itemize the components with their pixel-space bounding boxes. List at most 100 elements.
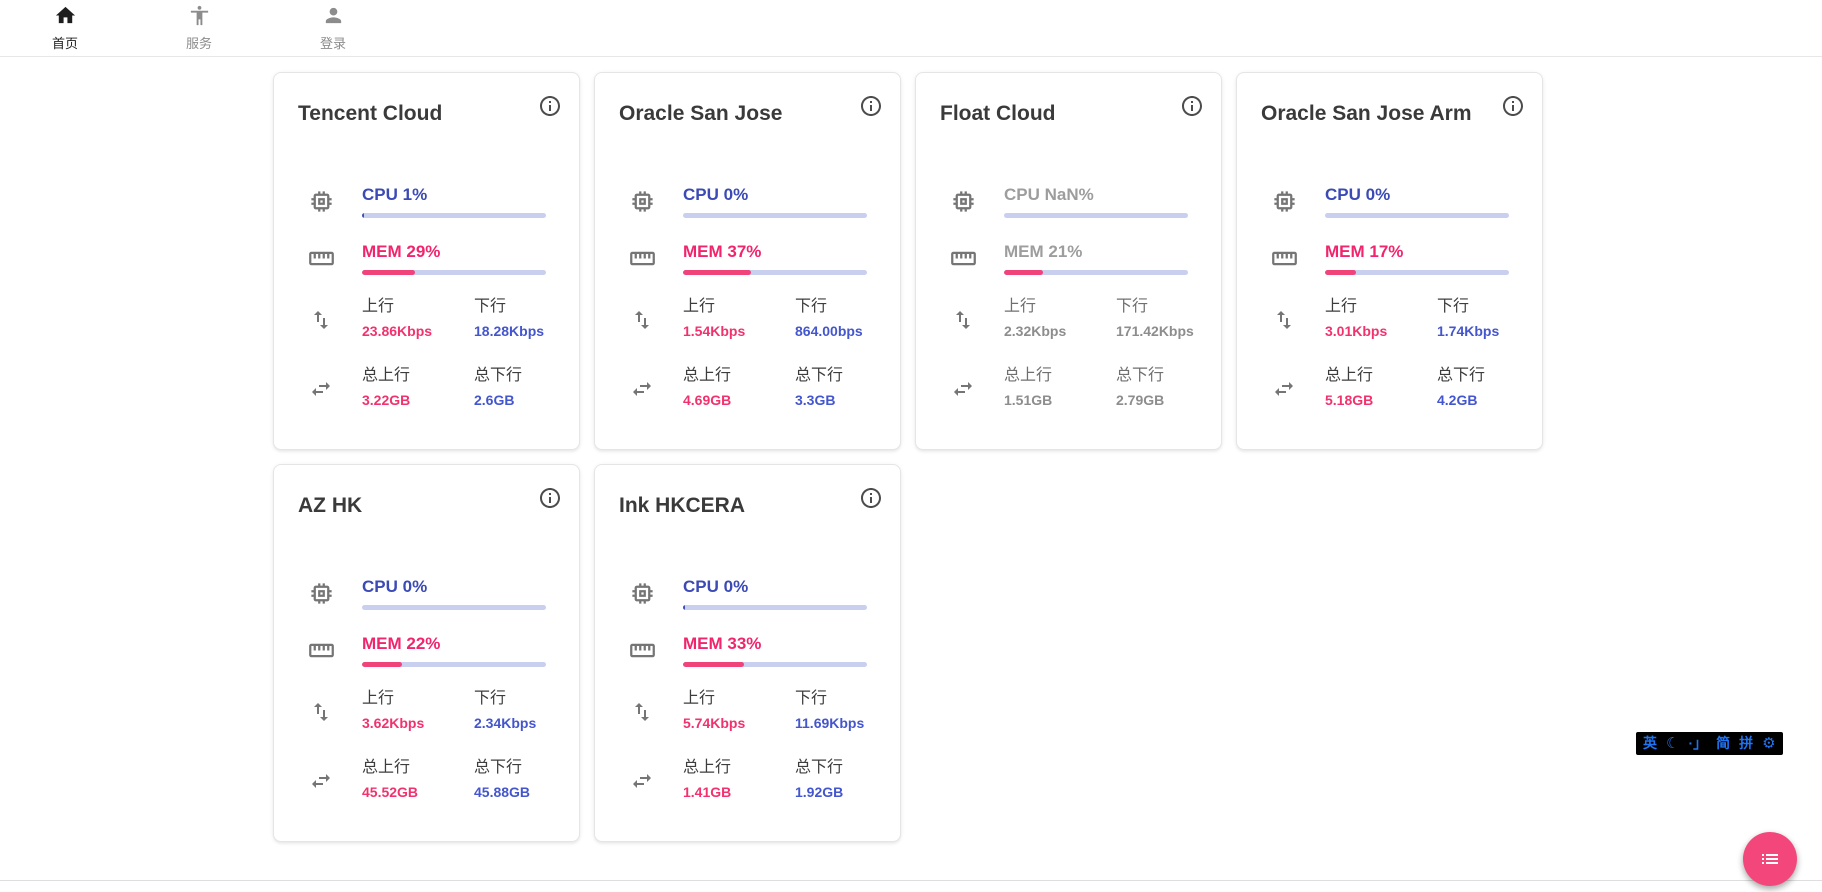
mem-progress-fill bbox=[683, 270, 752, 275]
accessibility-icon bbox=[188, 4, 211, 32]
server-card: Oracle San Jose Arm CPU 0% MEM 17% bbox=[1236, 72, 1543, 450]
cpu-chip-icon bbox=[296, 580, 346, 607]
server-card: AZ HK CPU 0% MEM 22% bbox=[273, 464, 580, 842]
swap-horiz-icon bbox=[938, 377, 988, 401]
cpu-progress-bar bbox=[683, 605, 867, 610]
total-upload-value: 5.18GB bbox=[1325, 392, 1374, 408]
speed-row: 上行 3.01Kbps 下行 1.74Kbps bbox=[1237, 297, 1542, 339]
swap-vert-icon bbox=[938, 308, 988, 332]
ime-language-button[interactable]: 英 bbox=[1643, 735, 1657, 751]
info-icon[interactable] bbox=[859, 94, 883, 118]
cpu-chip-icon bbox=[296, 188, 346, 215]
mem-row: MEM 33% bbox=[595, 634, 900, 667]
cpu-row: CPU 0% bbox=[1237, 185, 1542, 218]
cpu-usage-label: CPU 0% bbox=[683, 185, 749, 204]
nav-item-home[interactable]: 首页 bbox=[36, 4, 94, 52]
server-card: Oracle San Jose CPU 0% MEM 37% bbox=[594, 72, 901, 450]
ime-toolbar: 英 ☾ ·」 简 拼 ⚙ bbox=[1636, 732, 1783, 755]
cpu-usage-label: CPU 0% bbox=[362, 577, 428, 596]
total-download-value: 45.88GB bbox=[474, 784, 531, 800]
cpu-progress-bar bbox=[362, 213, 546, 218]
mem-progress-fill bbox=[683, 662, 744, 667]
upload-speed-value: 23.86Kbps bbox=[362, 323, 433, 339]
info-icon[interactable] bbox=[538, 94, 562, 118]
download-label: 下行 bbox=[795, 690, 828, 707]
swap-vert-icon bbox=[296, 700, 346, 724]
cpu-row: CPU 0% bbox=[595, 577, 900, 610]
memory-ruler-icon bbox=[296, 245, 346, 272]
mem-progress-fill bbox=[362, 270, 416, 275]
ime-moon-icon[interactable]: ☾ bbox=[1666, 735, 1680, 752]
total-download-value: 3.3GB bbox=[795, 392, 836, 408]
total-upload-value: 4.69GB bbox=[683, 392, 732, 408]
ime-pinyin-button[interactable]: 拼 bbox=[1739, 735, 1754, 751]
nav-item-services[interactable]: 服务 bbox=[170, 4, 228, 52]
server-list-fab[interactable] bbox=[1743, 832, 1797, 886]
server-name: Tencent Cloud bbox=[298, 102, 443, 125]
ime-gear-icon[interactable]: ⚙ bbox=[1762, 735, 1776, 752]
upload-label: 上行 bbox=[1004, 298, 1037, 315]
total-download-label: 总下行 bbox=[795, 759, 844, 776]
swap-horiz-icon bbox=[617, 769, 667, 793]
mem-row: MEM 37% bbox=[595, 242, 900, 275]
total-upload-label: 总上行 bbox=[1325, 367, 1374, 384]
mem-progress-bar bbox=[683, 270, 867, 275]
mem-row: MEM 22% bbox=[274, 634, 579, 667]
total-download-label: 总下行 bbox=[795, 367, 844, 384]
info-icon[interactable] bbox=[859, 486, 883, 510]
total-upload-value: 1.41GB bbox=[683, 784, 732, 800]
server-card: Tencent Cloud CPU 1% MEM 29% bbox=[273, 72, 580, 450]
server-card: Ink HKCERA CPU 0% MEM 33% bbox=[594, 464, 901, 842]
nav-home-label: 首页 bbox=[51, 36, 78, 51]
mem-usage-label: MEM 33% bbox=[683, 634, 762, 653]
list-icon bbox=[1758, 846, 1782, 873]
info-icon[interactable] bbox=[1180, 94, 1204, 118]
download-label: 下行 bbox=[795, 298, 828, 315]
download-label: 下行 bbox=[474, 298, 507, 315]
cpu-chip-icon bbox=[617, 188, 667, 215]
top-nav: 首页 服务 登录 bbox=[0, 0, 1822, 57]
server-stats: CPU 0% MEM 37% 上行 bbox=[595, 185, 900, 408]
total-traffic-row: 总上行 5.18GB 总下行 4.2GB bbox=[1237, 366, 1542, 408]
swap-vert-icon bbox=[1259, 308, 1309, 332]
speed-row: 上行 23.86Kbps 下行 18.28Kbps bbox=[274, 297, 579, 339]
memory-ruler-icon bbox=[938, 245, 988, 272]
ime-simplified-button[interactable]: 简 bbox=[1716, 735, 1731, 751]
mem-progress-fill bbox=[362, 662, 403, 667]
person-icon bbox=[322, 4, 345, 32]
mem-row: MEM 21% bbox=[916, 242, 1221, 275]
memory-ruler-icon bbox=[296, 637, 346, 664]
mem-progress-bar bbox=[683, 662, 867, 667]
upload-speed-value: 5.74Kbps bbox=[683, 715, 746, 731]
info-icon[interactable] bbox=[538, 486, 562, 510]
total-upload-value: 1.51GB bbox=[1004, 392, 1053, 408]
memory-ruler-icon bbox=[617, 637, 667, 664]
swap-vert-icon bbox=[617, 308, 667, 332]
total-upload-label: 总上行 bbox=[683, 367, 732, 384]
server-name: AZ HK bbox=[298, 494, 363, 517]
mem-usage-label: MEM 21% bbox=[1004, 242, 1083, 261]
info-icon[interactable] bbox=[1501, 94, 1525, 118]
total-traffic-row: 总上行 1.41GB 总下行 1.92GB bbox=[595, 758, 900, 800]
upload-speed-value: 3.62Kbps bbox=[362, 715, 425, 731]
total-traffic-row: 总上行 1.51GB 总下行 2.79GB bbox=[916, 366, 1221, 408]
cpu-progress-bar bbox=[1325, 213, 1509, 218]
cpu-usage-label: CPU 0% bbox=[683, 577, 749, 596]
total-download-value: 2.79GB bbox=[1116, 392, 1165, 408]
upload-speed-value: 2.32Kbps bbox=[1004, 323, 1067, 339]
cpu-chip-icon bbox=[617, 580, 667, 607]
mem-progress-bar bbox=[362, 662, 546, 667]
mem-usage-label: MEM 37% bbox=[683, 242, 762, 261]
nav-item-login[interactable]: 登录 bbox=[304, 4, 362, 52]
total-upload-value: 3.22GB bbox=[362, 392, 411, 408]
server-stats: CPU 0% MEM 22% 上行 bbox=[274, 577, 579, 800]
cpu-progress-fill bbox=[362, 213, 364, 218]
footer-divider bbox=[0, 880, 1822, 892]
home-icon bbox=[54, 4, 77, 32]
total-download-label: 总下行 bbox=[474, 759, 523, 776]
upload-speed-value: 1.54Kbps bbox=[683, 323, 746, 339]
total-traffic-row: 总上行 3.22GB 总下行 2.6GB bbox=[274, 366, 579, 408]
ime-punctuation-button[interactable]: ·」 bbox=[1688, 735, 1708, 751]
mem-progress-bar bbox=[1325, 270, 1509, 275]
memory-ruler-icon bbox=[1259, 245, 1309, 272]
